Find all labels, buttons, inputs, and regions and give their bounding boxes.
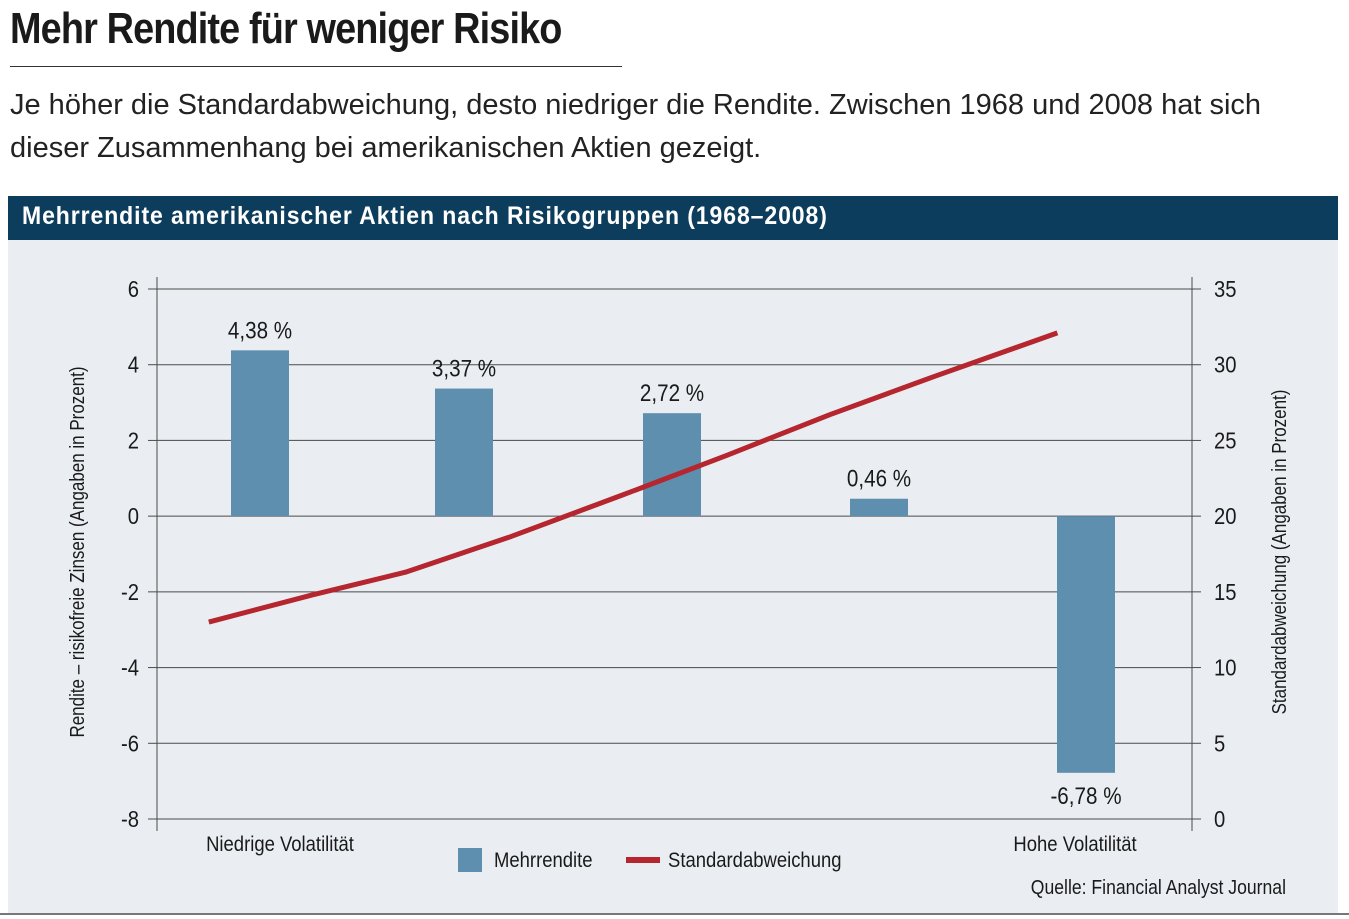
- y-tick-label-left: -2: [121, 579, 139, 606]
- chart-header-bar: Mehrrendite amerikanischer Aktien nach R…: [8, 196, 1338, 240]
- y-tick-label-left: 6: [128, 276, 139, 303]
- chart-panel: [8, 240, 1338, 914]
- y-tick-label-left: -4: [121, 654, 139, 681]
- axes: [148, 277, 1201, 831]
- chart-header-title: Mehrrendite amerikanischer Aktien nach R…: [22, 202, 828, 230]
- x-label-high-volatility: Hohe Volatilität: [1013, 833, 1137, 856]
- legend-line-label: Standardabweichung: [668, 849, 842, 872]
- bar: [231, 350, 289, 517]
- headline: Mehr Rendite für weniger Risiko: [10, 4, 562, 53]
- y-tick-label-left: -8: [121, 806, 139, 833]
- series-line: [208, 330, 1059, 625]
- y-tick-label-left: 2: [128, 427, 139, 454]
- y-tick-label-left: -6: [121, 730, 139, 757]
- y-tick-label-right: 30: [1214, 351, 1237, 378]
- legend-line-swatch: [626, 857, 660, 863]
- subtitle: Je höher die Standardabweichung, desto n…: [10, 89, 1262, 164]
- bar-value-label: -6,78 %: [1050, 782, 1121, 809]
- bar-value-label: 4,38 %: [228, 317, 292, 344]
- y-tick-label-right: 10: [1214, 654, 1237, 681]
- bar-value-label: 2,72 %: [640, 380, 704, 407]
- bars: [231, 350, 1115, 773]
- standardabweichung-line: [208, 330, 1059, 625]
- y-tick-label-right: 0: [1214, 806, 1225, 833]
- bar: [643, 413, 701, 517]
- y-axis-label-right: Standardabweichung (Angaben in Prozent): [1268, 390, 1291, 715]
- legend-bar-swatch: [458, 848, 482, 872]
- y-tick-label-left: 4: [128, 351, 139, 378]
- headline-rule: [10, 66, 622, 67]
- bar: [1057, 516, 1115, 773]
- bottom-rule: [0, 913, 1349, 915]
- y-tick-label-right: 15: [1214, 579, 1237, 606]
- legend-bar-label: Mehrrendite: [494, 849, 593, 872]
- y-tick-label-right: 5: [1214, 730, 1225, 757]
- bar: [850, 498, 908, 517]
- x-label-low-volatility: Niedrige Volatilität: [206, 833, 354, 856]
- y-tick-label-right: 25: [1214, 427, 1237, 454]
- grid: [157, 288, 1192, 820]
- legend: Mehrrendite Standardabweichung: [458, 848, 842, 872]
- y-axis-label-left: Rendite – risikofreie Zinsen (Angaben in…: [66, 366, 89, 737]
- bar-value-label: 0,46 %: [847, 465, 911, 492]
- y-tick-label-right: 35: [1214, 276, 1237, 303]
- source-note: Quelle: Financial Analyst Journal: [1031, 876, 1286, 898]
- bar: [435, 388, 493, 517]
- bar-value-label: 3,37 %: [432, 355, 496, 382]
- y-tick-label-right: 20: [1214, 503, 1237, 530]
- bar-labels: 4,38 % 3,37 % 2,72 % 0,46 % -6,78 %: [228, 317, 1122, 809]
- y-tick-label-left: 0: [128, 503, 139, 530]
